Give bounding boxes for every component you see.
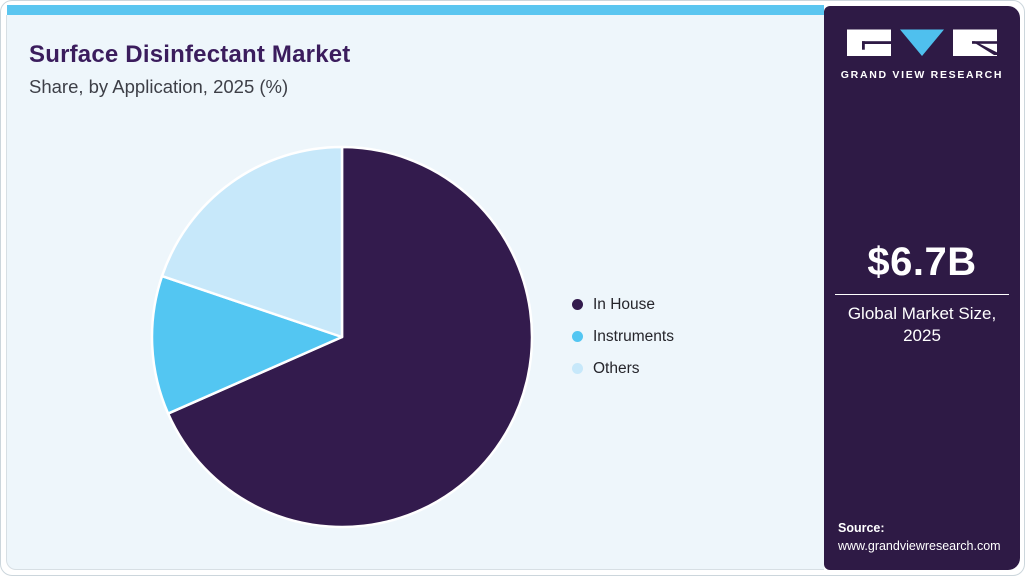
brand-sidebar: GRAND VIEW RESEARCH $6.7B Global Market … [824,6,1020,570]
source-block: Source: www.grandviewresearch.com [838,521,1001,553]
market-size-value: $6.7B [867,240,977,284]
legend-dot-icon [572,363,583,374]
gvr-logo-icon [847,29,997,56]
legend-dot-icon [572,331,583,342]
pie-slice-others [160,145,344,339]
chart-panel: Surface Disinfectant Market Share, by Ap… [6,15,824,570]
legend-item-in-house: In House [572,294,674,315]
market-size-label: Global Market Size, 2025 [847,304,997,346]
stat-divider [835,294,1009,295]
pie-slice-instruments [150,274,344,415]
legend-label: In House [593,295,656,313]
legend-item-instruments: Instruments [572,326,674,347]
top-accent-bar [7,5,824,15]
legend-dot-icon [572,299,583,310]
legend-label: Instruments [593,327,674,345]
page-title: Surface Disinfectant Market [29,41,351,68]
pie-slice-in-house [166,145,534,529]
page-subtitle: Share, by Application, 2025 (%) [29,76,289,97]
chart-header: Surface Disinfectant Market Share, by Ap… [29,41,351,98]
source-label: Source: [838,521,885,535]
legend-label: Others [593,359,640,377]
pie-chart [150,145,534,529]
market-size-block: $6.7B Global Market Size, 2025 [824,240,1020,347]
chart-legend: In House Instruments Others [572,294,674,390]
source-url: www.grandviewresearch.com [838,539,1001,553]
brand-logo-block: GRAND VIEW RESEARCH [824,29,1020,81]
legend-item-others: Others [572,358,674,379]
brand-name: GRAND VIEW RESEARCH [840,69,1004,81]
